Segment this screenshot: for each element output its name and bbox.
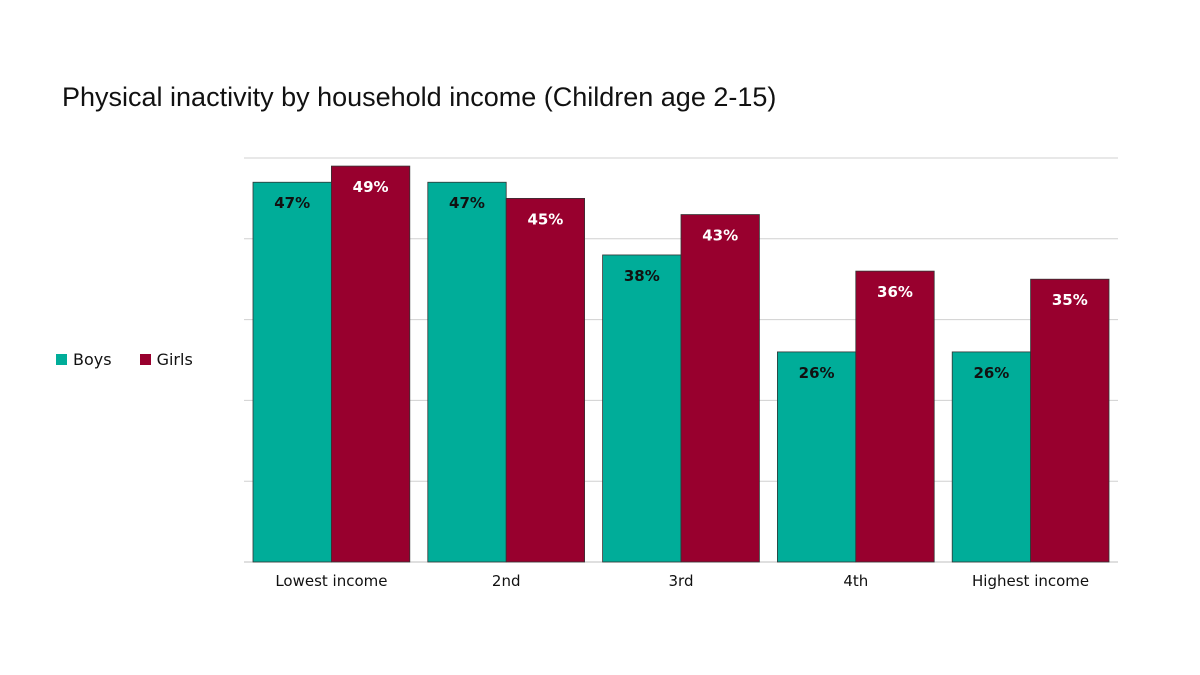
x-tick-labels: Lowest income 2nd 3rd 4th Highest income: [275, 572, 1089, 590]
data-label-boys-3: 38%: [624, 267, 660, 285]
data-labels: 47% 49% 47% 45% 38% 43% 26% 36% 26% 35%: [274, 178, 1088, 382]
data-label-boys-2: 47%: [449, 194, 485, 212]
x-tick-label: Highest income: [972, 572, 1089, 590]
data-label-girls-1: 49%: [353, 178, 389, 196]
bar-boys-5: [951, 351, 1032, 563]
x-tick-label: 4th: [843, 572, 868, 590]
data-label-boys-1: 47%: [274, 194, 310, 212]
data-label-girls-5: 35%: [1052, 291, 1088, 309]
data-label-boys-4: 26%: [799, 364, 835, 382]
bar-boys-4: [777, 351, 857, 563]
bar-girls-5: [1030, 278, 1110, 563]
legend-item-boys: Boys: [56, 350, 112, 369]
bar-boys-2: [427, 181, 507, 563]
legend: Boys Girls: [56, 350, 221, 369]
bars: [252, 165, 1110, 563]
legend-label-boys: Boys: [73, 350, 112, 369]
bar-girls-1: [330, 165, 411, 563]
x-tick-label: 2nd: [492, 572, 521, 590]
chart-title: Physical inactivity by household income …: [62, 82, 777, 112]
data-label-boys-5: 26%: [973, 364, 1009, 382]
data-label-girls-3: 43%: [702, 227, 738, 245]
x-tick-label: 3rd: [669, 572, 694, 590]
legend-swatch-boys: [56, 354, 67, 365]
data-label-girls-4: 36%: [877, 283, 913, 301]
data-label-girls-2: 45%: [527, 210, 563, 228]
legend-label-girls: Girls: [156, 350, 193, 369]
bar-girls-4: [855, 270, 935, 563]
x-tick-label: Lowest income: [275, 572, 387, 590]
bar-girls-2: [505, 197, 586, 563]
legend-swatch-girls: [139, 354, 151, 365]
bar-boys-3: [602, 254, 682, 563]
legend-item-girls: Girls: [139, 350, 193, 369]
bar-boys-1: [252, 181, 332, 563]
bar-girls-3: [680, 214, 760, 563]
